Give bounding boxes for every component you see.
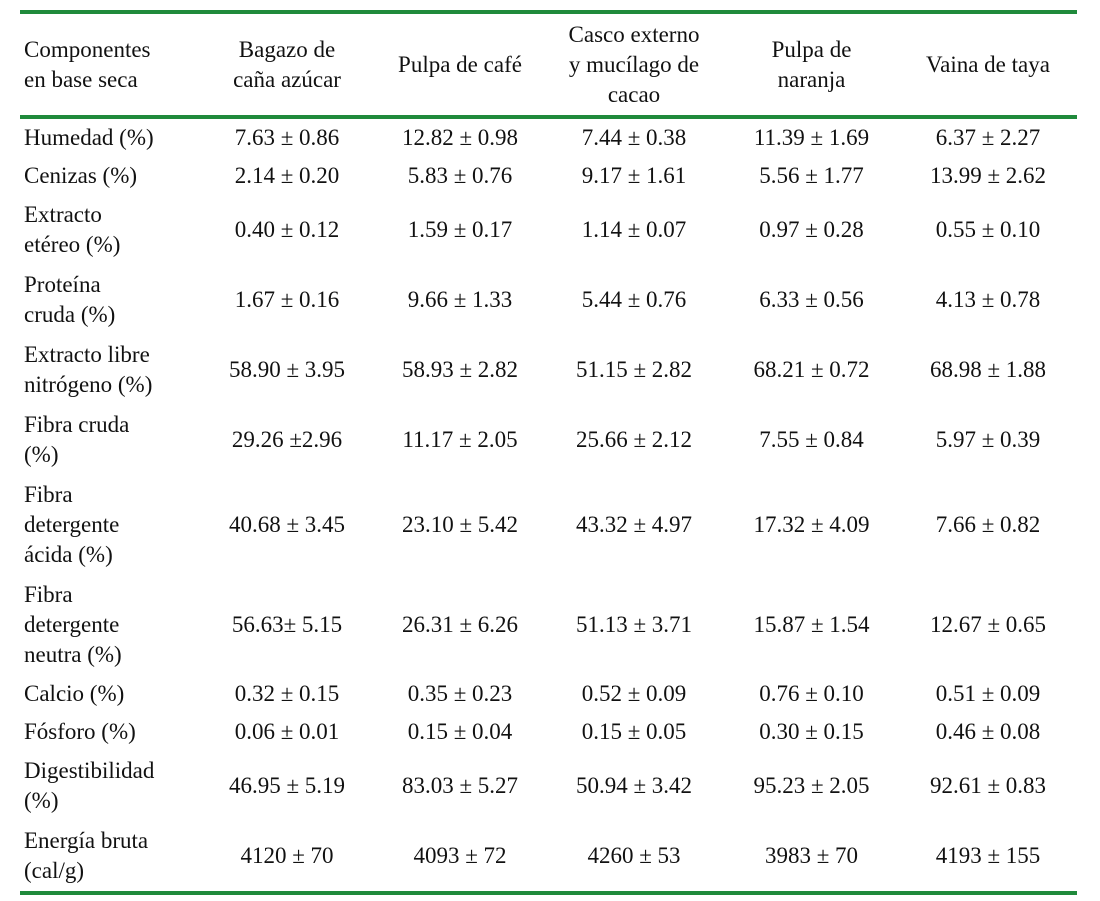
- header-casco-cacao: Casco externo y mucílago de cacao: [568, 21, 700, 107]
- value-cell: 1.67 ± 0.16: [234, 287, 340, 312]
- table-row: Extracto etéreo (%) 0.40 ± 0.12 1.59 ± 0.1…: [20, 195, 1077, 265]
- value-cell: 4193 ± 155: [935, 843, 1041, 868]
- value-cell: 58.90 ± 3.95: [228, 357, 346, 382]
- value-cell: 15.87 ± 1.54: [753, 612, 870, 637]
- row-label: Fibra cruda (%): [24, 412, 130, 467]
- value-cell: 4.13 ± 0.78: [935, 287, 1041, 312]
- header-rule: [20, 115, 1077, 119]
- value-cell: 0.15 ± 0.04: [407, 719, 513, 744]
- value-cell: 11.17 ± 2.05: [402, 427, 518, 452]
- table-row: Energía bruta (cal/g) 4120 ± 70 4093 ± 72 4…: [20, 821, 1077, 891]
- value-cell: 5.83 ± 0.76: [407, 163, 513, 188]
- value-cell: 68.21 ± 0.72: [753, 357, 870, 382]
- row-label: Calcio (%): [24, 681, 125, 706]
- value-cell: 0.51 ± 0.09: [935, 681, 1041, 706]
- row-label: Digestibilidad (%): [24, 758, 155, 813]
- value-cell: 4120 ± 70: [240, 843, 334, 868]
- value-cell: 29.26 ±2.96: [231, 427, 343, 452]
- value-cell: 50.94 ± 3.42: [575, 773, 693, 798]
- header-vaina-taya: Vaina de taya: [926, 51, 1050, 77]
- bottom-rule: [20, 891, 1077, 895]
- table-header: Componentes en base seca Bagazo de caña …: [20, 14, 1077, 115]
- value-cell: 0.06 ± 0.01: [234, 719, 340, 744]
- header-pulpa-cafe: Pulpa de café: [398, 51, 522, 77]
- value-cell: 0.76 ± 0.10: [759, 681, 864, 706]
- value-cell: 2.14 ± 0.20: [234, 163, 340, 188]
- table-row: Fibra cruda (%) 29.26 ±2.96 11.17 ± 2.05 25…: [20, 405, 1077, 475]
- value-cell: 5.97 ± 0.39: [935, 427, 1041, 452]
- composition-table: Componentes en base seca Bagazo de caña …: [20, 14, 1077, 115]
- top-rule: [20, 10, 1077, 14]
- header-bagazo-cana: Bagazo de caña azúcar: [233, 36, 341, 92]
- value-cell: 0.52 ± 0.09: [581, 681, 687, 706]
- value-cell: 46.95 ± 5.19: [228, 773, 346, 798]
- value-cell: 11.39 ± 1.69: [753, 125, 870, 150]
- header-components: Componentes en base seca: [24, 36, 151, 92]
- value-cell: 0.40 ± 0.12: [234, 217, 340, 242]
- value-cell: 4260 ± 53: [587, 843, 681, 868]
- value-cell: 23.10 ± 5.42: [401, 512, 519, 537]
- table-row: Humedad (%) 7.63 ± 0.86 12.82 ± 0.98 7.44 ±…: [20, 119, 1077, 157]
- value-cell: 1.59 ± 0.17: [407, 217, 513, 242]
- table-row: Fósforo (%) 0.06 ± 0.01 0.15 ± 0.04 0.15 ± …: [20, 713, 1077, 751]
- value-cell: 9.17 ± 1.61: [581, 163, 687, 188]
- value-cell: 1.14 ± 0.07: [581, 217, 687, 242]
- value-cell: 17.32 ± 4.09: [753, 512, 870, 537]
- table-row: Proteína cruda (%) 1.67 ± 0.16 9.66 ± 1.33…: [20, 265, 1077, 335]
- value-cell: 40.68 ± 3.45: [228, 512, 346, 537]
- value-cell: 0.15 ± 0.05: [581, 719, 687, 744]
- value-cell: 7.63 ± 0.86: [234, 125, 340, 150]
- value-cell: 3983 ± 70: [764, 843, 859, 868]
- value-cell: 56.63± 5.15: [231, 612, 343, 637]
- value-cell: 0.46 ± 0.08: [935, 719, 1041, 744]
- table-row: Digestibilidad (%) 46.95 ± 5.19 83.03 ± 5.…: [20, 751, 1077, 821]
- value-cell: 43.32 ± 4.97: [575, 512, 693, 537]
- value-cell: 0.30 ± 0.15: [759, 719, 864, 744]
- value-cell: 5.44 ± 0.76: [581, 287, 687, 312]
- value-cell: 6.37 ± 2.27: [935, 125, 1041, 150]
- value-cell: 9.66 ± 1.33: [407, 287, 513, 312]
- row-label: Extracto libre nitrógeno (%): [24, 342, 153, 397]
- row-label: Cenizas (%): [24, 163, 138, 188]
- row-label: Humedad (%): [24, 125, 154, 150]
- value-cell: 0.35 ± 0.23: [407, 681, 513, 706]
- value-cell: 5.56 ± 1.77: [759, 163, 864, 188]
- value-cell: 7.44 ± 0.38: [581, 125, 687, 150]
- row-label: Extracto etéreo (%): [24, 202, 121, 257]
- value-cell: 25.66 ± 2.12: [575, 427, 693, 452]
- value-cell: 13.99 ± 2.62: [929, 163, 1047, 188]
- row-label: Fibra detergente ácida (%): [24, 482, 120, 567]
- value-cell: 0.55 ± 0.10: [935, 217, 1041, 242]
- value-cell: 68.98 ± 1.88: [929, 357, 1047, 382]
- value-cell: 0.97 ± 0.28: [759, 217, 864, 242]
- value-cell: 12.82 ± 0.98: [401, 125, 519, 150]
- value-cell: 83.03 ± 5.27: [401, 773, 519, 798]
- value-cell: 12.67 ± 0.65: [929, 612, 1047, 637]
- value-cell: 51.15 ± 2.82: [575, 357, 693, 382]
- table-body: Humedad (%) 7.63 ± 0.86 12.82 ± 0.98 7.44 ±…: [20, 119, 1077, 891]
- value-cell: 7.66 ± 0.82: [935, 512, 1041, 537]
- table-row: Extracto libre nitrógeno (%) 58.90 ± 3.95…: [20, 335, 1077, 405]
- row-label: Fibra detergente neutra (%): [24, 582, 122, 667]
- value-cell: 58.93 ± 2.82: [401, 357, 519, 382]
- value-cell: 26.31 ± 6.26: [401, 612, 519, 637]
- row-label: Proteína cruda (%): [24, 272, 116, 327]
- value-cell: 95.23 ± 2.05: [753, 773, 870, 798]
- composition-table-block: Componentes en base seca Bagazo de caña …: [20, 10, 1077, 895]
- row-label: Fósforo (%): [24, 719, 136, 744]
- table-row: Fibra detergente neutra (%) 56.63± 5.15 26…: [20, 575, 1077, 675]
- value-cell: 7.55 ± 0.84: [759, 427, 864, 452]
- composition-table-body: Humedad (%) 7.63 ± 0.86 12.82 ± 0.98 7.44 ±…: [20, 119, 1077, 891]
- value-cell: 4093 ± 72: [413, 843, 507, 868]
- row-label: Energía bruta (cal/g): [24, 828, 149, 883]
- value-cell: 51.13 ± 3.71: [575, 612, 693, 637]
- table-row: Fibra detergente ácida (%) 40.68 ± 3.45 23…: [20, 475, 1077, 575]
- value-cell: 6.33 ± 0.56: [759, 287, 864, 312]
- table-row: Calcio (%) 0.32 ± 0.15 0.35 ± 0.23 0.52 ± 0…: [20, 675, 1077, 713]
- header-row: Componentes en base seca Bagazo de caña …: [20, 14, 1077, 115]
- table-row: Cenizas (%) 2.14 ± 0.20 5.83 ± 0.76 9.17 ± …: [20, 157, 1077, 195]
- value-cell: 0.32 ± 0.15: [234, 681, 340, 706]
- header-pulpa-naranja: Pulpa de naranja: [771, 36, 852, 92]
- value-cell: 92.61 ± 0.83: [929, 773, 1047, 798]
